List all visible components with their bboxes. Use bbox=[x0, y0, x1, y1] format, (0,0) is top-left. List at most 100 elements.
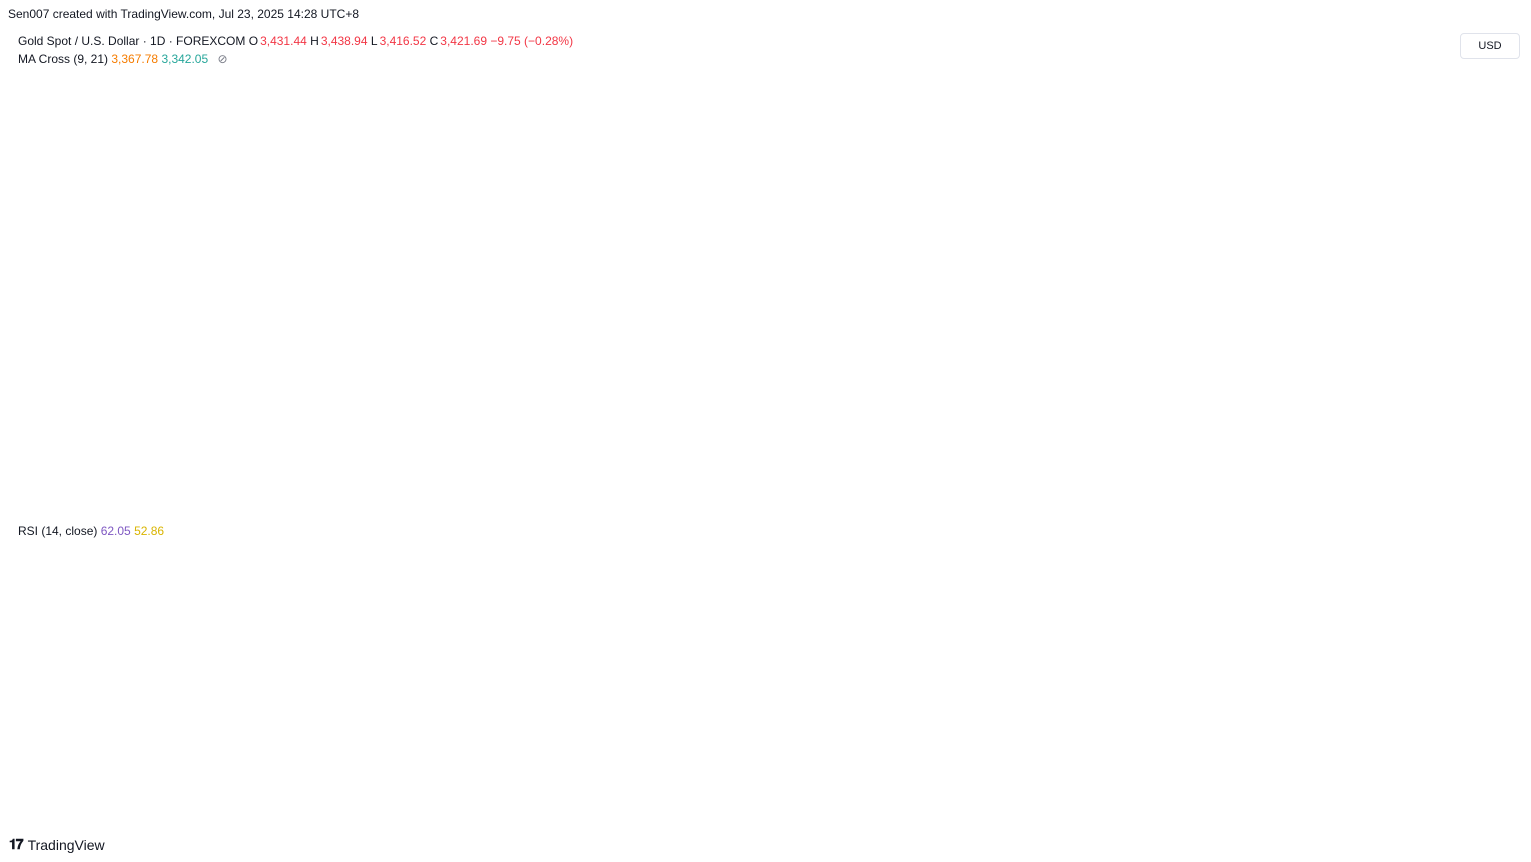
currency-button[interactable]: USD bbox=[1460, 33, 1520, 59]
candle-body bbox=[1136, 134, 1143, 136]
trendline bbox=[9, 129, 1456, 436]
candle-body bbox=[247, 376, 254, 389]
publisher-credit: Sen007 created with TradingView.com, Jul… bbox=[8, 7, 359, 21]
candle-body bbox=[583, 271, 590, 285]
candle-body bbox=[1222, 140, 1229, 155]
trend-tag: 3,333.26 bbox=[1466, 150, 1509, 162]
ma-cross-marker bbox=[976, 167, 987, 178]
candle-body bbox=[998, 158, 1005, 173]
candle-body bbox=[1314, 144, 1321, 149]
price-tick-label: 3,300.00 bbox=[1462, 163, 1505, 175]
change-value: −9.75 (−0.28%) bbox=[490, 34, 574, 48]
candle-body bbox=[1070, 154, 1077, 157]
candle-body bbox=[714, 146, 721, 155]
tradingview-logo[interactable]: 𝟏𝟕 TradingView bbox=[9, 836, 105, 853]
high-value: 3,438.94 bbox=[320, 34, 368, 48]
candle-body bbox=[655, 320, 662, 322]
price-tick-label: 2,800.00 bbox=[1462, 404, 1505, 416]
moving-averages bbox=[12, 128, 1358, 487]
candle-body bbox=[1024, 128, 1031, 142]
symbol-tag-bg bbox=[1403, 100, 1455, 117]
candle-body bbox=[293, 358, 300, 362]
eye-off-icon[interactable]: ⊘ bbox=[217, 52, 228, 66]
candle-body bbox=[23, 477, 30, 487]
candle-body bbox=[1123, 124, 1130, 135]
ma-cross-marker bbox=[93, 473, 104, 484]
candle-body bbox=[616, 247, 623, 259]
candle-body bbox=[945, 159, 952, 170]
candle-body bbox=[695, 197, 702, 211]
candle-body bbox=[1044, 142, 1051, 163]
candle-body bbox=[1248, 149, 1255, 151]
ma-cross-marker bbox=[469, 350, 480, 361]
open-value: 3,431.44 bbox=[260, 34, 307, 48]
candle-body bbox=[747, 107, 754, 129]
candle-body bbox=[537, 291, 544, 302]
candle-body bbox=[352, 342, 359, 344]
lightning-icon[interactable] bbox=[1345, 491, 1367, 513]
candle-body bbox=[148, 436, 155, 454]
candle-body bbox=[1130, 134, 1136, 136]
candle-body bbox=[161, 430, 168, 432]
candle-body bbox=[985, 167, 992, 173]
price-tags: XAUUSD 3,421.69 3,367.78 3,342.053,333.26 62… bbox=[1403, 100, 1517, 672]
rsi-label[interactable]: RSI (14, close) bbox=[18, 524, 98, 538]
candle-body bbox=[649, 294, 656, 321]
tradingview-icon: 𝟏𝟕 bbox=[9, 836, 24, 852]
candle-body bbox=[807, 172, 814, 197]
candle-body bbox=[971, 140, 978, 147]
candle-body bbox=[471, 352, 478, 367]
candle-body bbox=[392, 352, 399, 373]
candle-body bbox=[800, 159, 807, 173]
candle-body bbox=[767, 143, 774, 159]
candle-body bbox=[49, 486, 56, 488]
candle-body bbox=[102, 468, 109, 475]
candles bbox=[10, 71, 1360, 499]
candle-body bbox=[253, 376, 260, 382]
candle-body bbox=[201, 426, 208, 429]
symbol-legend: Gold Spot / U.S. Dollar · 1D · FOREXCOM … bbox=[18, 34, 573, 48]
candle-body bbox=[991, 158, 998, 173]
candle-body bbox=[115, 449, 122, 460]
symbol-title[interactable]: Gold Spot / U.S. Dollar · 1D · FOREXCOM bbox=[18, 34, 246, 48]
candle-body bbox=[141, 453, 148, 457]
candle-body bbox=[464, 355, 471, 367]
candle-body bbox=[207, 410, 214, 429]
ma-cross-label[interactable]: MA Cross (9, 21) bbox=[18, 52, 109, 66]
candle-body bbox=[286, 356, 293, 362]
time-tick-label: Jun bbox=[1012, 808, 1030, 820]
candle-body bbox=[484, 318, 491, 345]
close-label: C bbox=[429, 34, 439, 48]
candle-body bbox=[787, 145, 794, 159]
ma-cross-marker bbox=[442, 351, 453, 362]
candle-body bbox=[609, 252, 616, 259]
rsi-value-tag: 62.05 bbox=[1464, 616, 1492, 628]
candle-body bbox=[1209, 149, 1216, 167]
candle-body bbox=[1301, 146, 1308, 156]
candle-body bbox=[932, 172, 939, 202]
candle-body bbox=[602, 252, 609, 272]
rsi-line bbox=[12, 446, 1358, 718]
candle-body bbox=[385, 352, 392, 354]
candle-body bbox=[906, 196, 912, 214]
candle-body bbox=[556, 301, 563, 308]
rsi-band-fill bbox=[10, 584, 1425, 769]
candle-body bbox=[879, 155, 886, 198]
candle-body bbox=[1077, 141, 1084, 157]
rsi-pane bbox=[10, 446, 1425, 770]
candle-body bbox=[1176, 152, 1183, 155]
ma-fast-tag: 3,367.78 bbox=[1466, 128, 1509, 140]
candle-body bbox=[840, 104, 847, 152]
candle-body bbox=[431, 350, 438, 352]
candle-body bbox=[154, 430, 161, 437]
time-tick-label: Feb bbox=[228, 808, 247, 820]
candle-body bbox=[833, 151, 840, 197]
candle-body bbox=[1321, 143, 1328, 149]
candle-body bbox=[517, 295, 524, 312]
ma-slow-tag-bg bbox=[1457, 141, 1517, 158]
candle-body bbox=[1110, 102, 1117, 127]
candle-body bbox=[1268, 155, 1275, 162]
price-tick-label: 2,900.00 bbox=[1462, 356, 1505, 368]
rsi-tick-label: 60.00 bbox=[1462, 626, 1490, 638]
